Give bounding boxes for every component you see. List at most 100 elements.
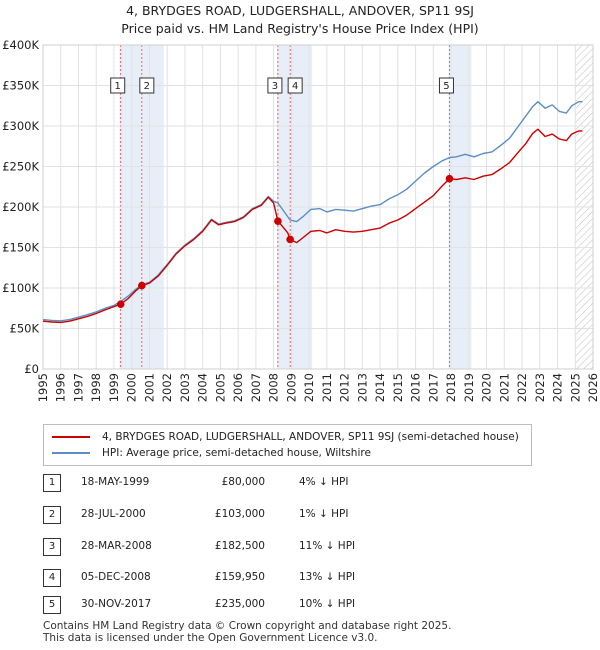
sale-label-4: 4 xyxy=(287,77,303,94)
x-tick-label: 2016 xyxy=(409,373,423,402)
x-tick-label: 2011 xyxy=(320,373,334,402)
sale-hpi-diff: 4% ↓ HPI xyxy=(299,476,349,488)
sale-number: 3 xyxy=(43,538,61,556)
y-tick-label: £100K xyxy=(2,281,39,295)
x-tick-label: 1997 xyxy=(71,373,85,402)
sale-date: 30-NOV-2017 xyxy=(81,598,152,610)
x-tick-label: 2024 xyxy=(551,373,565,402)
series-lines xyxy=(42,101,583,324)
plot-frame xyxy=(42,44,594,370)
sale-label-text: 4 xyxy=(292,81,298,92)
sale-label-box xyxy=(267,77,283,94)
x-tick-label: 2008 xyxy=(267,373,281,402)
sale-price: £80,000 xyxy=(221,476,265,488)
x-tick-label: 2021 xyxy=(497,373,511,402)
sale-labels: 1 2 3 4 5 xyxy=(110,77,454,94)
y-tick-label: £350K xyxy=(2,79,39,93)
sale-label-3: 3 xyxy=(267,77,283,94)
x-tick-label: 2000 xyxy=(125,373,139,402)
footer-copyright: Contains HM Land Registry data © Crown c… xyxy=(43,620,452,632)
sale-date: 28-JUL-2000 xyxy=(81,508,146,520)
x-tick-label: 2004 xyxy=(196,373,210,402)
sale-label-1: 1 xyxy=(110,77,126,94)
sale-point-5 xyxy=(445,174,454,183)
legend-label-property: 4, BRYDGES ROAD, LUDGERSHALL, ANDOVER, S… xyxy=(102,431,519,443)
series-line-hpi xyxy=(42,101,583,322)
sale-point-4 xyxy=(286,235,294,244)
sale-price: £182,500 xyxy=(214,540,265,552)
x-axis: 1995 1996 1997 1998 1999 2000 2001 2002 2003 2004… xyxy=(36,373,600,402)
sale-hpi-diff: 10% ↓ HPI xyxy=(299,598,356,610)
sale-hpi-diff: 11% ↓ HPI xyxy=(299,540,356,552)
sale-label-box xyxy=(139,77,155,94)
x-tick-label: 2017 xyxy=(426,373,440,402)
footer: Contains HM Land Registry data © Crown c… xyxy=(43,620,451,644)
x-tick-label: 2010 xyxy=(302,373,316,402)
sale-price: £103,000 xyxy=(214,508,265,520)
x-tick-label: 2018 xyxy=(444,373,458,402)
series-line-property xyxy=(42,128,583,324)
y-tick-label: £250K xyxy=(2,160,39,174)
sale-label-2: 2 xyxy=(139,77,155,94)
legend-label-hpi: HPI: Average price, semi-detached house,… xyxy=(102,447,371,459)
x-tick-label: 2007 xyxy=(249,373,263,402)
y-tick-label: £50K xyxy=(10,322,40,336)
chart-title: 4, BRYDGES ROAD, LUDGERSHALL, ANDOVER, S… xyxy=(126,3,474,18)
legend: 4, BRYDGES ROAD, LUDGERSHALL, ANDOVER, S… xyxy=(43,424,532,466)
table-row: 1 18-MAY-1999 £80,000 4% ↓ HPI xyxy=(43,474,383,492)
x-tick-label: 1996 xyxy=(54,373,68,402)
y-tick-label: £0 xyxy=(24,362,39,376)
chart-header: 4, BRYDGES ROAD, LUDGERSHALL, ANDOVER, S… xyxy=(0,2,600,38)
y-tick-label: £200K xyxy=(2,200,39,214)
x-tick-label: 1998 xyxy=(89,373,103,402)
x-tick-label: 2012 xyxy=(338,373,352,402)
sale-label-text: 5 xyxy=(443,81,449,92)
sale-price: £159,950 xyxy=(214,571,265,583)
price-chart: £0 £50K £100K £150K £200K £250K £300K £350K £400… xyxy=(2,40,600,402)
x-tick-label: 2009 xyxy=(284,373,298,402)
footer-licence: This data is licensed under the Open Gov… xyxy=(43,632,378,644)
sale-label-box xyxy=(438,77,454,94)
x-tick-label: 2013 xyxy=(355,373,369,402)
y-tick-label: £300K xyxy=(2,119,39,133)
sale-label-5: 5 xyxy=(438,77,454,94)
x-tick-label: 2003 xyxy=(178,373,192,402)
y-tick-label: £150K xyxy=(2,241,39,255)
sale-point-3 xyxy=(274,217,282,225)
x-tick-label: 2020 xyxy=(480,373,494,402)
grid-lines xyxy=(42,44,594,370)
sale-hpi-diff: 13% ↓ HPI xyxy=(299,571,356,583)
x-tick-label: 1999 xyxy=(107,373,121,402)
legend-item-property: 4, BRYDGES ROAD, LUDGERSHALL, ANDOVER, S… xyxy=(52,429,519,445)
x-tick-label: 2006 xyxy=(231,373,245,402)
x-tick-label: 1995 xyxy=(36,373,50,402)
x-tick-label: 2023 xyxy=(533,373,547,402)
x-tick-label: 2015 xyxy=(391,373,405,402)
sale-number: 2 xyxy=(43,506,61,524)
sale-point-1 xyxy=(116,300,125,309)
table-row: 3 28-MAR-2008 £182,500 11% ↓ HPI xyxy=(43,538,383,556)
x-tick-label: 2022 xyxy=(515,373,529,402)
y-tick-label: £400K xyxy=(2,40,39,52)
table-row: 4 05-DEC-2008 £159,950 13% ↓ HPI xyxy=(43,569,383,587)
x-tick-label: 2001 xyxy=(142,373,156,402)
legend-swatch-property xyxy=(52,436,90,438)
sale-markers xyxy=(116,174,454,309)
sale-hpi-diff: 1% ↓ HPI xyxy=(299,508,349,520)
sale-price: £235,000 xyxy=(214,598,265,610)
x-tick-label: 2005 xyxy=(213,373,227,402)
sale-date: 18-MAY-1999 xyxy=(81,476,150,488)
sale-number: 4 xyxy=(43,569,61,587)
x-tick-label: 2014 xyxy=(373,373,387,402)
chart-subtitle: Price paid vs. HM Land Registry's House … xyxy=(121,21,479,36)
legend-swatch-hpi xyxy=(52,452,90,454)
sale-number: 1 xyxy=(43,474,61,492)
x-tick-label: 2026 xyxy=(586,373,600,402)
x-tick-label: 2002 xyxy=(160,373,174,402)
y-axis: £0 £50K £100K £150K £200K £250K £300K £350K £400… xyxy=(2,40,39,376)
sale-point-2 xyxy=(138,281,146,290)
x-tick-label: 2025 xyxy=(568,373,582,402)
sale-label-text: 1 xyxy=(115,81,121,92)
table-row: 5 30-NOV-2017 £235,000 10% ↓ HPI xyxy=(43,596,383,614)
sale-label-box xyxy=(287,77,303,94)
